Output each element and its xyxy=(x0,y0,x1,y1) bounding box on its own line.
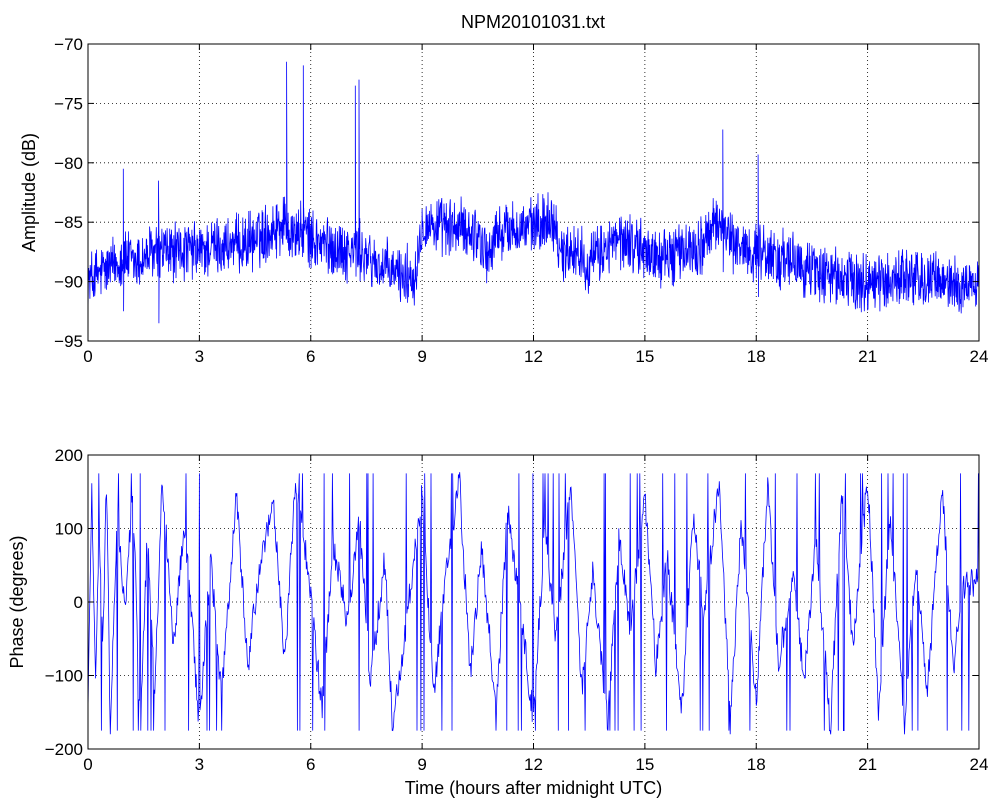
x-tick-label: 12 xyxy=(524,347,543,366)
y-tick-label: 0 xyxy=(74,593,83,612)
phase-series-line xyxy=(87,472,980,735)
figure-title: NPM20101031.txt xyxy=(461,12,605,32)
y-axis-label: Amplitude (dB) xyxy=(19,133,39,252)
y-axis-label: Phase (degrees) xyxy=(7,535,27,668)
y-tick-label: −100 xyxy=(45,667,83,686)
x-tick-label: 24 xyxy=(970,755,989,774)
x-tick-label: 21 xyxy=(858,755,877,774)
x-tick-label: 0 xyxy=(83,347,92,366)
amplitude-series-line xyxy=(87,61,980,324)
y-tick-label: −80 xyxy=(54,154,83,173)
x-tick-label: 15 xyxy=(635,755,654,774)
x-tick-label: 6 xyxy=(306,347,315,366)
y-tick-label: 200 xyxy=(55,446,83,465)
y-tick-label: −90 xyxy=(54,273,83,292)
y-tick-label: 100 xyxy=(55,520,83,539)
y-tick-label: −95 xyxy=(54,332,83,351)
y-tick-label: −70 xyxy=(54,35,83,54)
x-tick-label: 9 xyxy=(417,755,426,774)
x-tick-label: 12 xyxy=(524,755,543,774)
x-tick-label: 9 xyxy=(417,347,426,366)
x-tick-label: 24 xyxy=(970,347,989,366)
x-tick-label: 21 xyxy=(858,347,877,366)
y-tick-label: −85 xyxy=(54,213,83,232)
y-tick-label: −75 xyxy=(54,94,83,113)
x-tick-label: 0 xyxy=(83,755,92,774)
x-tick-label: 18 xyxy=(747,347,766,366)
amplitude-plot: 0 3 6 9 12 15 18 21 24 −95 −90 −85 −80 −75 −70 Amplitud… xyxy=(19,35,988,366)
y-tick-label: −200 xyxy=(45,740,83,759)
x-tick-label: 3 xyxy=(195,347,204,366)
phase-plot: 0 3 6 9 12 15 18 21 24 −200 −100 0 100 200 Phase (degr… xyxy=(7,446,988,798)
x-tick-label: 3 xyxy=(195,755,204,774)
x-tick-label: 6 xyxy=(306,755,315,774)
x-tick-label: 15 xyxy=(635,347,654,366)
x-tick-label: 18 xyxy=(747,755,766,774)
x-axis-label: Time (hours after midnight UTC) xyxy=(405,778,662,798)
